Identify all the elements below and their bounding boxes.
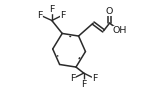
Text: OH: OH: [113, 26, 127, 35]
Text: F: F: [81, 80, 86, 89]
Text: F: F: [37, 11, 43, 20]
Text: F: F: [70, 74, 75, 83]
Text: F: F: [60, 11, 66, 20]
Text: F: F: [92, 74, 98, 83]
Text: F: F: [49, 5, 55, 14]
Text: O: O: [106, 7, 113, 16]
